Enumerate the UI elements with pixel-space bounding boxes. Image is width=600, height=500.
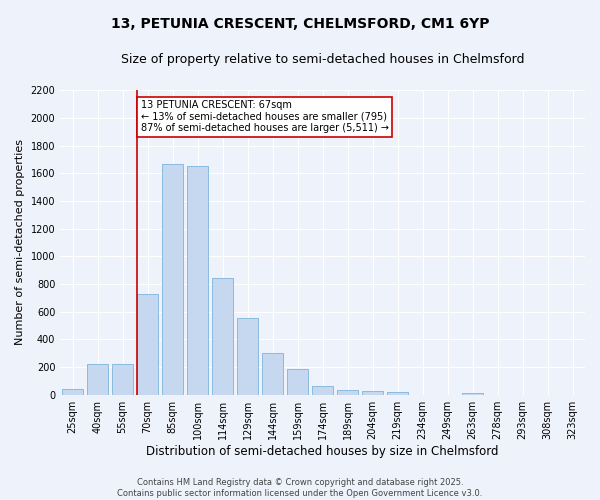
Bar — [387, 392, 408, 394]
Bar — [462, 392, 483, 394]
Bar — [87, 364, 108, 394]
Bar — [312, 386, 333, 394]
Bar — [287, 369, 308, 394]
Bar — [187, 166, 208, 394]
Bar — [212, 278, 233, 394]
Bar — [262, 353, 283, 395]
Text: Contains HM Land Registry data © Crown copyright and database right 2025.
Contai: Contains HM Land Registry data © Crown c… — [118, 478, 482, 498]
Text: 13 PETUNIA CRESCENT: 67sqm
← 13% of semi-detached houses are smaller (795)
87% o: 13 PETUNIA CRESCENT: 67sqm ← 13% of semi… — [141, 100, 389, 133]
Bar — [337, 390, 358, 394]
Bar — [137, 294, 158, 394]
Y-axis label: Number of semi-detached properties: Number of semi-detached properties — [15, 140, 25, 346]
Bar — [112, 364, 133, 394]
Bar — [237, 318, 258, 394]
Bar — [362, 391, 383, 394]
Bar — [162, 164, 183, 394]
Title: Size of property relative to semi-detached houses in Chelmsford: Size of property relative to semi-detach… — [121, 52, 524, 66]
X-axis label: Distribution of semi-detached houses by size in Chelmsford: Distribution of semi-detached houses by … — [146, 444, 499, 458]
Bar — [62, 389, 83, 394]
Text: 13, PETUNIA CRESCENT, CHELMSFORD, CM1 6YP: 13, PETUNIA CRESCENT, CHELMSFORD, CM1 6Y… — [111, 18, 489, 32]
